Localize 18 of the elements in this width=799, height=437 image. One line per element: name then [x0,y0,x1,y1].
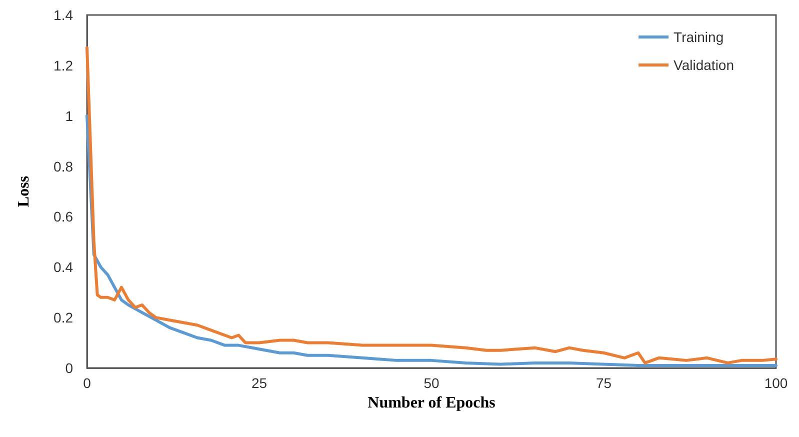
y-tick-label: 1 [65,108,74,124]
y-tick-label: 0 [65,360,74,376]
x-tick-label: 0 [83,375,92,391]
y-tick-label: 1.2 [54,57,74,74]
y-tick-label: 0.4 [54,259,74,276]
y-tick-label: 0.6 [54,208,74,225]
y-axis-title: Loss [16,176,32,208]
x-tick-label: 100 [764,375,788,391]
legend-label: Training [674,29,724,45]
y-tick-label: 0.8 [54,158,74,174]
x-axis-title: Number of Epochs [368,394,496,412]
y-tick-label: 0.2 [54,310,74,326]
x-tick-label: 75 [596,375,612,391]
x-tick-label: 25 [251,375,268,391]
y-tick-label: 1.4 [54,7,74,23]
legend-label: Validation [674,57,734,73]
line-series [86,46,778,364]
x-tick-label: 50 [424,375,440,391]
